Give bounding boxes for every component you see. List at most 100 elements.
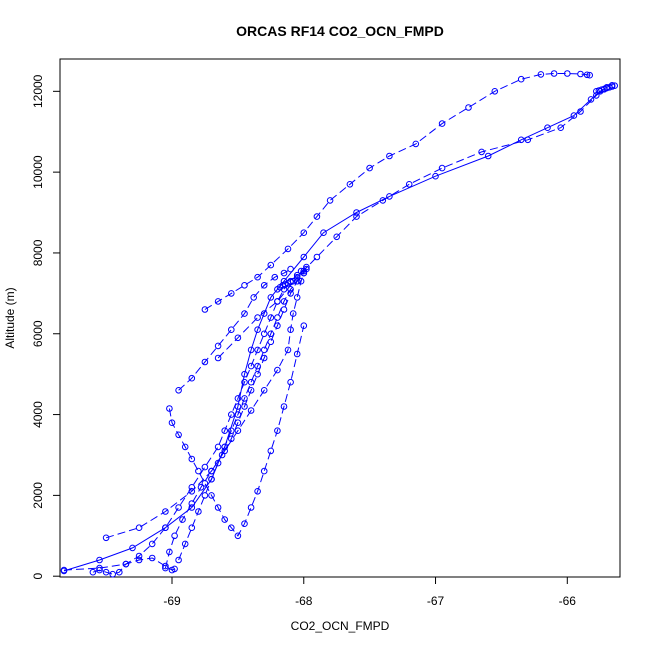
data-point [195, 467, 202, 475]
data-point [267, 330, 275, 338]
data-point [550, 70, 558, 77]
data-point [102, 568, 110, 576]
data-point [188, 455, 196, 463]
x-tick-label: -68 [295, 594, 313, 608]
data-point [247, 378, 255, 386]
data-point [188, 524, 196, 532]
data-point [188, 374, 196, 382]
data-point [181, 443, 189, 451]
series-0-line [63, 266, 307, 571]
data-point [284, 245, 292, 253]
data-point [254, 314, 261, 321]
data-point [188, 484, 196, 491]
series-7-line [204, 73, 590, 310]
data-point [274, 314, 281, 321]
data-point [280, 298, 288, 305]
data-point [247, 407, 255, 414]
data-point [577, 108, 584, 115]
y-tick-label: 10000 [31, 155, 45, 189]
data-point [484, 152, 492, 160]
data-point [241, 310, 248, 317]
data-point [412, 140, 420, 148]
data-point [175, 387, 182, 394]
data-point [297, 277, 305, 285]
data-point [89, 568, 97, 576]
data-point [214, 354, 222, 362]
x-tick-label: -67 [427, 594, 445, 608]
y-tick-label: 4000 [31, 401, 45, 428]
data-point [326, 197, 334, 204]
data-point [274, 298, 281, 305]
data-point [122, 560, 130, 568]
data-point [438, 164, 446, 172]
data-point [241, 520, 248, 528]
data-point [234, 427, 242, 435]
data-point [379, 197, 387, 204]
data-point [267, 294, 275, 301]
series-2-line [178, 268, 307, 561]
data-point [260, 282, 268, 289]
data-point [197, 484, 205, 491]
data-point [254, 488, 261, 495]
data-point [60, 567, 68, 575]
data-point [201, 306, 209, 313]
y-tick-label: 8000 [31, 239, 45, 266]
y-axis: 0 2000 4000 6000 8000 10000 12000 [31, 74, 61, 580]
data-point [175, 556, 182, 564]
data-point [234, 532, 242, 540]
data-point [267, 338, 275, 346]
data-point [162, 508, 169, 515]
data-point [564, 70, 571, 77]
data-point [221, 516, 228, 523]
data-point [260, 346, 268, 354]
data-point [557, 124, 565, 131]
data-point [586, 71, 594, 79]
plot-area [59, 58, 621, 578]
data-point [179, 516, 186, 523]
data-point [353, 209, 360, 216]
data-point [116, 568, 123, 576]
data-point [241, 370, 248, 378]
data-point [386, 152, 393, 160]
data-point [188, 488, 196, 495]
data-point [201, 358, 209, 366]
data-point [313, 253, 321, 261]
series-6-line [92, 557, 175, 575]
data-point [168, 419, 176, 427]
data-point [274, 366, 281, 374]
data-point [228, 290, 235, 297]
data-point [267, 314, 275, 321]
data-point [478, 148, 485, 156]
data-point [289, 277, 297, 285]
data-point [162, 524, 169, 532]
y-tick-label: 2000 [31, 482, 45, 509]
data-point [293, 350, 301, 358]
data-point [241, 282, 248, 289]
data-point [611, 82, 619, 89]
data-point [300, 322, 308, 330]
series-5-line [178, 268, 291, 391]
data-point [267, 447, 275, 455]
data-point [162, 562, 169, 570]
data-point [287, 378, 294, 386]
data-point [517, 75, 525, 83]
data-point [228, 326, 235, 334]
series-4-line [105, 272, 305, 539]
y-tick-label: 12000 [31, 74, 45, 108]
data-point [135, 524, 143, 532]
data-point [254, 273, 261, 281]
data-point [214, 298, 222, 305]
data-point [241, 403, 248, 410]
data-point [247, 346, 255, 354]
x-axis-label: CO2_OCN_FMPD [291, 619, 390, 633]
series-8-line [63, 84, 613, 572]
data-point [96, 564, 103, 572]
x-axis: -69 -68 -67 -66 [163, 576, 576, 608]
data-point [148, 540, 156, 548]
data-point [570, 112, 578, 119]
data-point [271, 273, 279, 281]
data-point [221, 427, 228, 435]
data-point [234, 395, 242, 402]
data-point [491, 88, 499, 95]
data-point [293, 294, 301, 301]
